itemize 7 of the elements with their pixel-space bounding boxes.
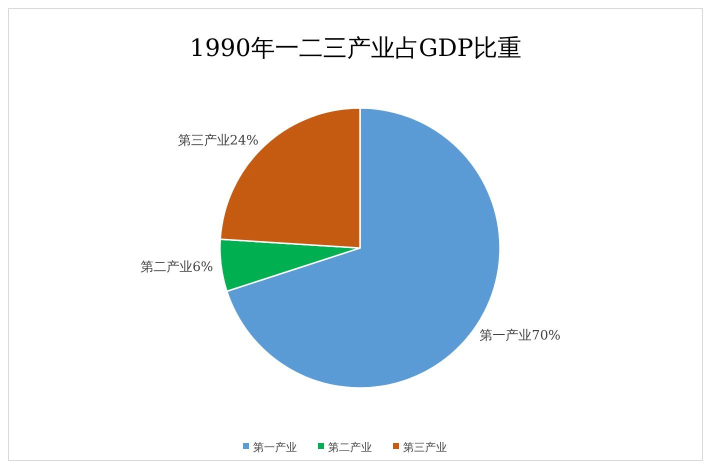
legend-label: 第三产业	[403, 440, 447, 454]
data-label: 第一产业70%	[480, 328, 561, 344]
chart-title: 1990年一二三产业占GDP比重	[190, 34, 522, 62]
legend-label: 第一产业	[253, 440, 297, 454]
legend-label: 第二产业	[328, 440, 372, 454]
data-label: 第二产业6%	[140, 260, 214, 276]
data-label: 第三产业24%	[178, 134, 259, 149]
